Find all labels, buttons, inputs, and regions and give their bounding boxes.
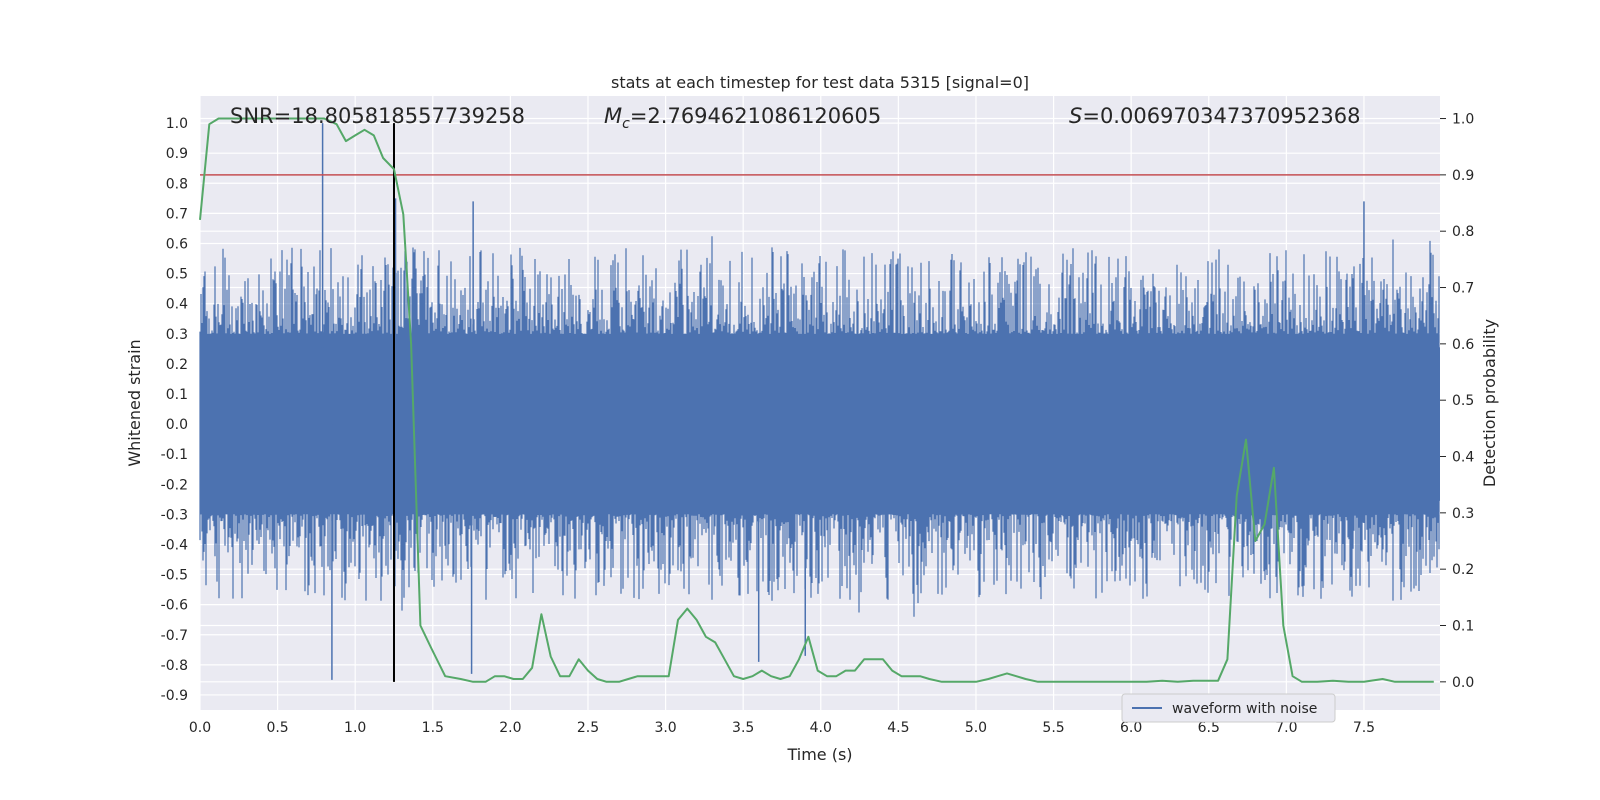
y-tick-label: -0.2: [161, 477, 188, 493]
x-tick-label: 4.0: [810, 720, 832, 736]
detection-probability-line: [199, 117, 1434, 683]
s-annotation: S=0.006970347370952368: [1069, 104, 1360, 128]
y-tick-label: -0.7: [161, 628, 188, 644]
y-tick-label: -0.3: [161, 507, 188, 523]
y2-tick-label: 0.3: [1452, 506, 1474, 522]
legend-box: [1121, 693, 1336, 723]
x-tick-label: 3.5: [732, 720, 754, 736]
x-tick-label: 6.5: [1198, 720, 1220, 736]
x-tick-label: 6.0: [1120, 720, 1142, 736]
overlay: [199, 117, 1440, 683]
chirp-mass-subscript: c: [622, 116, 630, 132]
y-tick-label: 0.4: [166, 297, 188, 313]
y2-tick-label: 0.0: [1452, 675, 1474, 691]
x-tick-label: 1.5: [422, 720, 444, 736]
y-tick-label: -0.1: [161, 447, 188, 463]
y2-tick-label: 0.7: [1452, 281, 1474, 297]
y2-tick-label: 0.8: [1452, 224, 1474, 240]
x-tick-label: 0.0: [189, 720, 211, 736]
y-tick-label: 0.7: [166, 206, 188, 222]
legend: waveform with noise: [1121, 693, 1336, 723]
chirp-mass-symbol: M: [604, 104, 622, 128]
y-tick-label: 0.3: [166, 327, 188, 343]
waveform-core: [200, 347, 1440, 501]
x-tick-label: 5.0: [965, 720, 987, 736]
y-tick-label: 0.2: [166, 357, 188, 373]
chirp-mass-value: =2.7694621086120605: [630, 104, 881, 128]
y-tick-label: 0.9: [166, 146, 188, 162]
x-tick-label: 0.5: [266, 720, 288, 736]
waveform-series: [199, 123, 1440, 680]
y-tick-label: -0.5: [161, 568, 188, 584]
y-tick-label: -0.6: [161, 598, 188, 614]
y-tick-label: 1.0: [166, 116, 188, 132]
x-tick-label: 2.0: [499, 720, 521, 736]
y-tick-label: -0.4: [161, 537, 188, 553]
y-tick-label: 0.0: [166, 417, 188, 433]
y2-tick-label: 0.4: [1452, 450, 1474, 466]
x-tick-label: 4.5: [887, 720, 909, 736]
y-axis-label: Whitened strain: [125, 339, 144, 466]
ticks: 0.0 0.5 1.0 1.5 2.0 2.5 3.0 3.5 4.0 4.5 5.0 5.5 6.0 6…: [161, 112, 1475, 736]
chirp-mass-annotation: Mc=2.7694621086120605: [604, 104, 881, 132]
s-value: =0.006970347370952368: [1082, 104, 1360, 128]
x-tick-label: 2.5: [577, 720, 599, 736]
y-tick-label: 0.8: [166, 176, 188, 192]
y-tick-label: -0.9: [161, 688, 188, 704]
y-tick-label: 0.6: [166, 236, 188, 252]
x-tick-label: 3.0: [654, 720, 676, 736]
y2-tick-label: 0.5: [1452, 393, 1474, 409]
x-tick-label: 7.5: [1353, 720, 1375, 736]
x-axis-label: Time (s): [786, 745, 852, 764]
y-tick-label: 0.5: [166, 267, 188, 283]
x-tick-label: 7.0: [1275, 720, 1297, 736]
x-tick-label: 5.5: [1042, 720, 1064, 736]
y2-tick-label: 1.0: [1452, 112, 1474, 128]
legend-entry: waveform with noise: [1172, 701, 1317, 717]
y2-tick-label: 0.6: [1452, 337, 1474, 353]
y-tick-label: -0.8: [161, 658, 188, 674]
y2-axis-label: Detection probability: [1480, 319, 1499, 487]
snr-annotation: SNR=18.805818557739258: [230, 104, 525, 128]
y2-tick-label: 0.9: [1452, 168, 1474, 184]
chart-title: stats at each timestep for test data 531…: [611, 73, 1029, 92]
y-tick-label: 0.1: [166, 387, 188, 403]
y2-tick-label: 0.2: [1452, 562, 1474, 578]
s-symbol: S: [1069, 104, 1082, 128]
y2-tick-label: 0.1: [1452, 619, 1474, 635]
x-tick-label: 1.0: [344, 720, 366, 736]
